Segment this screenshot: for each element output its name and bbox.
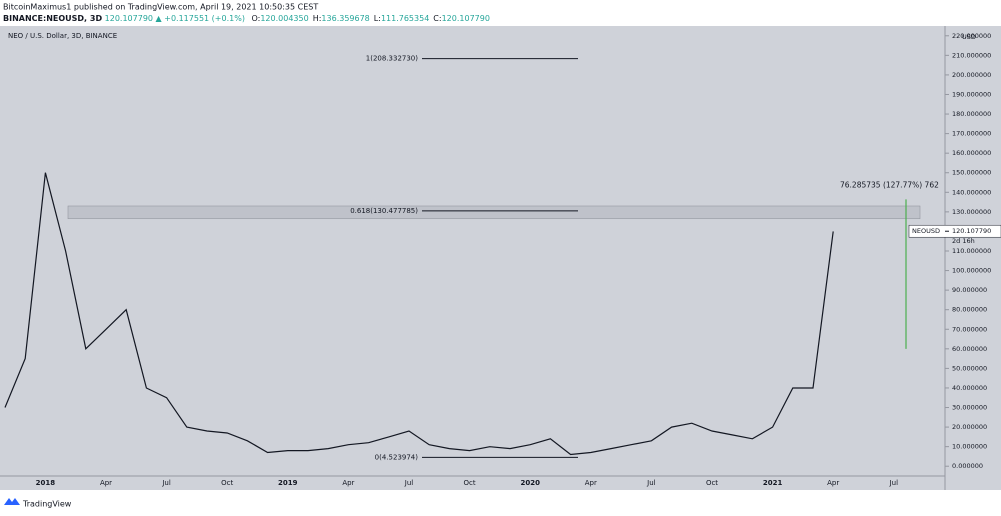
x-tick-label: Apr — [342, 479, 354, 487]
x-tick-label: Jul — [889, 479, 899, 487]
y-tick-label: 10.000000 — [952, 443, 987, 451]
change: +0.117551 (+0.1%) — [164, 14, 245, 23]
axis-bg — [945, 26, 1001, 490]
x-tick-label: Apr — [585, 479, 597, 487]
y-tick-label: 190.000000 — [952, 90, 991, 98]
x-tick-label: Jul — [404, 479, 414, 487]
symbol-line: BINANCE:NEOUSD, 3D 120.107790 ▲ +0.11755… — [3, 14, 490, 23]
y-tick-label: 50.000000 — [952, 364, 987, 372]
y-tick-label: 100.000000 — [952, 267, 991, 275]
fib-label: 1(208.332730) — [366, 55, 418, 63]
x-tick-label: Apr — [827, 479, 839, 487]
logo — [4, 498, 20, 505]
x-tick-label: 2021 — [763, 479, 783, 487]
y-tick-label: 0.000000 — [952, 462, 983, 470]
ohlc-value: 120.107790 — [442, 14, 490, 23]
arrow: ▲ — [156, 14, 163, 23]
y-tick-label: 70.000000 — [952, 325, 987, 333]
y-tick-label: 210.000000 — [952, 51, 991, 59]
x-tick-label: 2018 — [36, 479, 56, 487]
brand: TradingView — [22, 500, 72, 509]
x-tick-label: Jul — [161, 479, 171, 487]
ohlc-key: O: — [251, 14, 260, 23]
y-tick-label: 110.000000 — [952, 247, 991, 255]
y-tick-label: 130.000000 — [952, 208, 991, 216]
x-tick-label: Jul — [646, 479, 656, 487]
resistance-zone — [67, 205, 921, 220]
price-tag-value: 120.107790 — [952, 227, 991, 235]
ohlc-value: 136.359678 — [321, 14, 369, 23]
ohlc-value: 111.765354 — [381, 14, 429, 23]
y-tick-label: 200.000000 — [952, 71, 991, 79]
y-tick-label: 140.000000 — [952, 188, 991, 196]
ohlc-key: H: — [313, 14, 322, 23]
x-tick-label: 2020 — [520, 479, 540, 487]
plot-bg — [0, 26, 945, 476]
y-tick-label: 160.000000 — [952, 149, 991, 157]
ohlc-key: C: — [433, 14, 441, 23]
x-tick-label: 2019 — [278, 479, 298, 487]
price-line — [4, 172, 834, 456]
author-line: BitcoinMaximus1 published on TradingView… — [3, 3, 318, 12]
y-tick-label: 80.000000 — [952, 306, 987, 314]
y-unit: USD — [962, 33, 976, 41]
y-tick-label: 170.000000 — [952, 130, 991, 138]
measure-label: 76.285735 (127.77%) 762 — [840, 180, 939, 189]
y-tick-label: 40.000000 — [952, 384, 987, 392]
price-tag-bg — [908, 224, 1001, 238]
fib-label: 0.618(130.477785) — [350, 207, 418, 215]
y-tick-label: 20.000000 — [952, 423, 987, 431]
price-tag-name: NEOUSD — [912, 227, 940, 235]
y-tick-label: 90.000000 — [952, 286, 987, 294]
last-price: 120.107790 — [105, 14, 153, 23]
symbol: BINANCE:NEOUSD, 3D — [3, 14, 102, 23]
price-tag-countdown: 2d 16h — [952, 237, 975, 245]
x-tick-label: Oct — [706, 479, 718, 487]
x-tick-label: Oct — [464, 479, 476, 487]
x-tick-label: Apr — [100, 479, 112, 487]
ohlc-value: 120.004350 — [260, 14, 308, 23]
y-tick-label: 180.000000 — [952, 110, 991, 118]
y-tick-label: 220.000000 — [952, 32, 991, 40]
x-tick-label: Oct — [221, 479, 233, 487]
ohlc-key: L: — [374, 14, 381, 23]
y-tick-label: 60.000000 — [952, 345, 987, 353]
y-tick-label: 30.000000 — [952, 404, 987, 412]
x-axis-bg — [0, 476, 945, 490]
legend: NEO / U.S. Dollar, 3D, BINANCE — [8, 32, 117, 40]
y-tick-label: 150.000000 — [952, 169, 991, 177]
fib-label: 0(4.523974) — [375, 453, 419, 461]
